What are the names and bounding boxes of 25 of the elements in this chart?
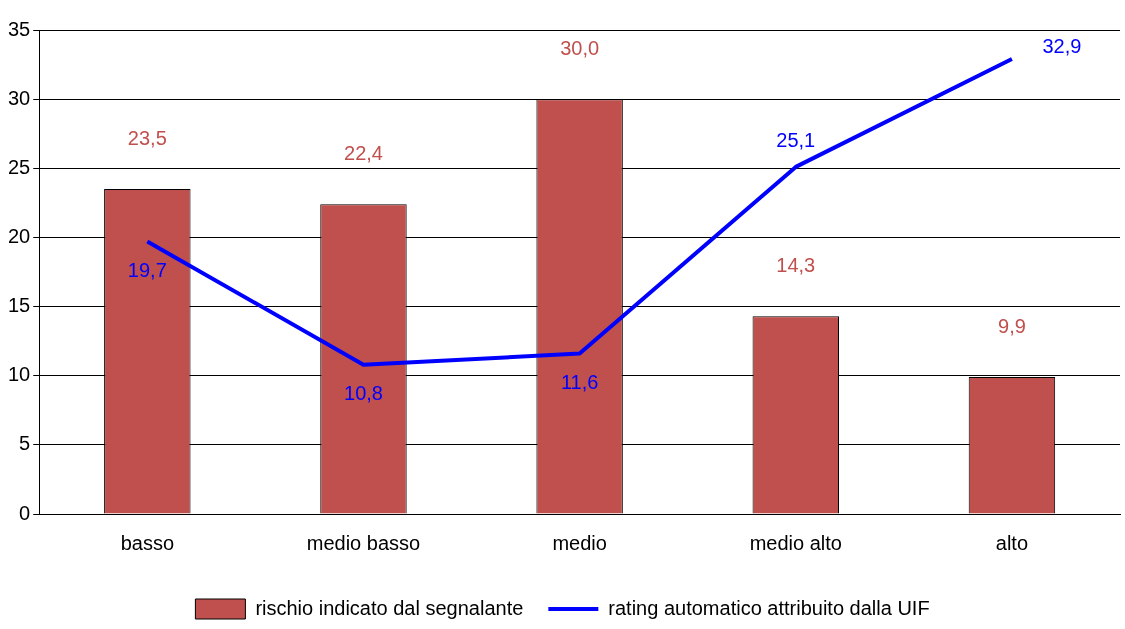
y-tick-label: 35 [8, 17, 31, 40]
x-tick-label: medio basso [306, 531, 421, 554]
data-label: 19,7 [127, 259, 167, 282]
x-tick-label: basso [120, 531, 175, 554]
y-tick-label: 10 [8, 363, 31, 386]
y-tick-label: 0 [19, 501, 31, 524]
x-tick-label: medio [552, 531, 607, 554]
legend-label: rischio indicato dal segnalante [255, 596, 524, 619]
data-label: 14,3 [776, 253, 816, 276]
data-label: 10,8 [344, 382, 383, 405]
y-tick-label: 30 [8, 86, 31, 109]
y-tick-label: 15 [8, 294, 31, 317]
legend-label: rating automatico attribuito dalla UIF [608, 596, 930, 619]
data-label: 30,0 [560, 36, 600, 59]
x-tick-label: medio alto [749, 531, 842, 554]
data-label: 22,4 [344, 141, 383, 164]
data-label: 25,1 [776, 129, 816, 152]
data-label: 32,9 [1042, 34, 1082, 57]
y-tick-label: 25 [8, 155, 31, 178]
data-label: 9,9 [998, 314, 1026, 337]
y-tick-label: 20 [8, 224, 31, 247]
data-label: 11,6 [560, 371, 599, 394]
data-label: 23,5 [127, 126, 167, 149]
y-tick-label: 5 [19, 432, 31, 455]
x-tick-label: alto [995, 531, 1029, 554]
